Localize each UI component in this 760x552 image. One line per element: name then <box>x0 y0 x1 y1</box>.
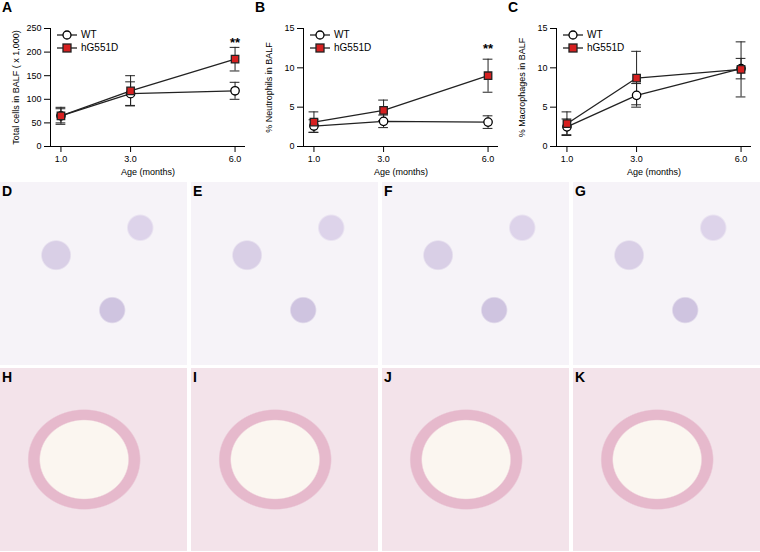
html-text:B: B <box>255 0 266 15</box>
html-text:WT: WT <box>334 29 350 40</box>
svg-text:0: 0 <box>542 141 547 151</box>
svg-text:15: 15 <box>537 23 547 33</box>
svg-text:Age (months): Age (months) <box>121 167 175 177</box>
html-text:A: A <box>2 0 13 15</box>
svg-text:3.0: 3.0 <box>124 154 137 164</box>
svg-text:% Neutrophils in BALF: % Neutrophils in BALF <box>264 42 274 133</box>
svg-text:**: ** <box>483 41 494 56</box>
html-text:hG551D: hG551D <box>81 42 119 53</box>
svg-text:10: 10 <box>284 63 294 73</box>
svg-text:6.0: 6.0 <box>482 154 495 164</box>
svg-text:15: 15 <box>284 23 294 33</box>
html-text:D: D <box>2 183 13 199</box>
html-text:G: G <box>575 183 586 199</box>
html-text:WT: WT <box>81 29 97 40</box>
svg-text:0: 0 <box>36 141 41 151</box>
svg-text:**: ** <box>230 35 241 50</box>
svg-text:200: 200 <box>26 47 41 57</box>
html-text:F: F <box>384 183 393 199</box>
html-text:E: E <box>193 183 203 199</box>
svg-text:1.0: 1.0 <box>308 154 321 164</box>
svg-text:Total cells in BALF ( x 1,000): Total cells in BALF ( x 1,000) <box>11 30 21 145</box>
html-text:hG551D: hG551D <box>334 42 372 53</box>
svg-text:1.0: 1.0 <box>561 154 574 164</box>
svg-text:6.0: 6.0 <box>229 154 242 164</box>
html-text:J: J <box>384 369 392 385</box>
svg-text:250: 250 <box>26 23 41 33</box>
html-text:WT: WT <box>587 29 603 40</box>
svg-text:Age (months): Age (months) <box>374 167 428 177</box>
svg-text:50: 50 <box>31 118 41 128</box>
svg-text:3.0: 3.0 <box>630 154 643 164</box>
svg-text:150: 150 <box>26 71 41 81</box>
svg-text:10: 10 <box>537 63 547 73</box>
svg-text:5: 5 <box>542 102 547 112</box>
svg-text:% Macrophages in BALF: % Macrophages in BALF <box>517 37 527 137</box>
svg-text:Age (months): Age (months) <box>627 167 681 177</box>
html-text:H: H <box>2 369 13 385</box>
svg-text:100: 100 <box>26 94 41 104</box>
svg-text:6.0: 6.0 <box>735 154 748 164</box>
html-text:K: K <box>575 369 586 385</box>
svg-text:0: 0 <box>289 141 294 151</box>
html-text:hG551D: hG551D <box>587 42 625 53</box>
html-text:I: I <box>193 369 197 385</box>
svg-text:1.0: 1.0 <box>55 154 68 164</box>
html-text:C: C <box>508 0 519 15</box>
svg-text:5: 5 <box>289 102 294 112</box>
svg-text:3.0: 3.0 <box>377 154 390 164</box>
